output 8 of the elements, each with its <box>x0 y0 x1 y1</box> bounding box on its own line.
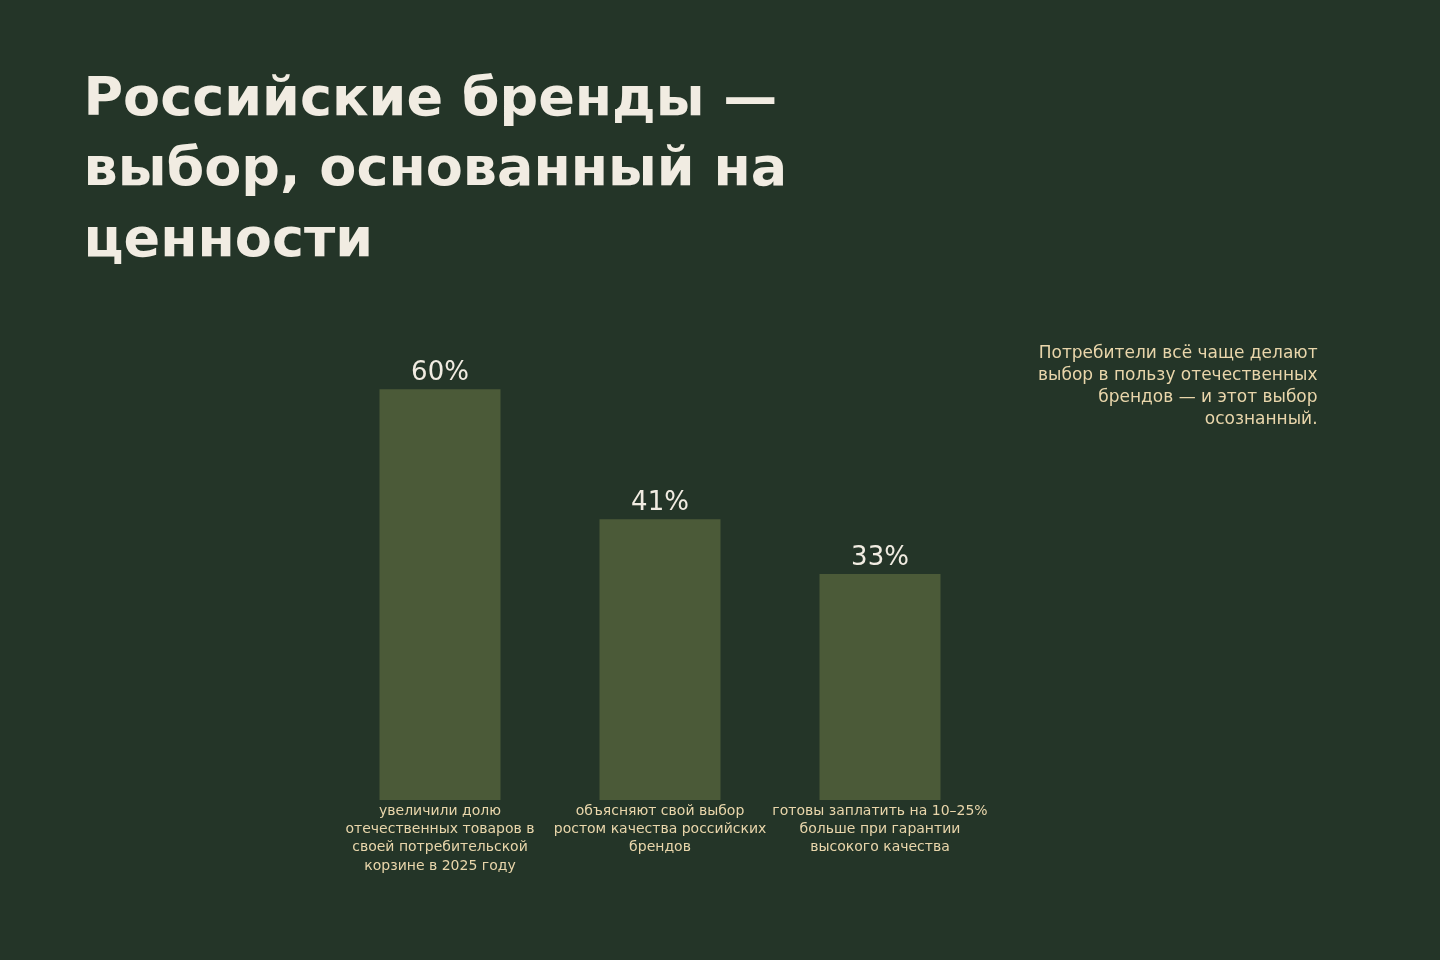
data-label: 33% <box>851 541 909 572</box>
data-label: 60% <box>411 356 469 387</box>
x-tick-label: увеличили долю отечественных товаров в своей потребительской корзине в 2025 году <box>345 802 535 873</box>
x-tick-label: готовы заплатить на 10–25% больше при гарантии высокого качества <box>772 802 988 855</box>
x-tick-label: объясняют свой выбор ростом качества российских брендов <box>553 802 767 855</box>
text: Потребители всё чаще делают выбор в пользу отечественных брендов — и этот выбор осознанный. <box>1038 342 1318 429</box>
chart-title: Российские бренды — выбор, основанный на ценности <box>83 65 788 269</box>
data-label: 41% <box>631 486 689 517</box>
